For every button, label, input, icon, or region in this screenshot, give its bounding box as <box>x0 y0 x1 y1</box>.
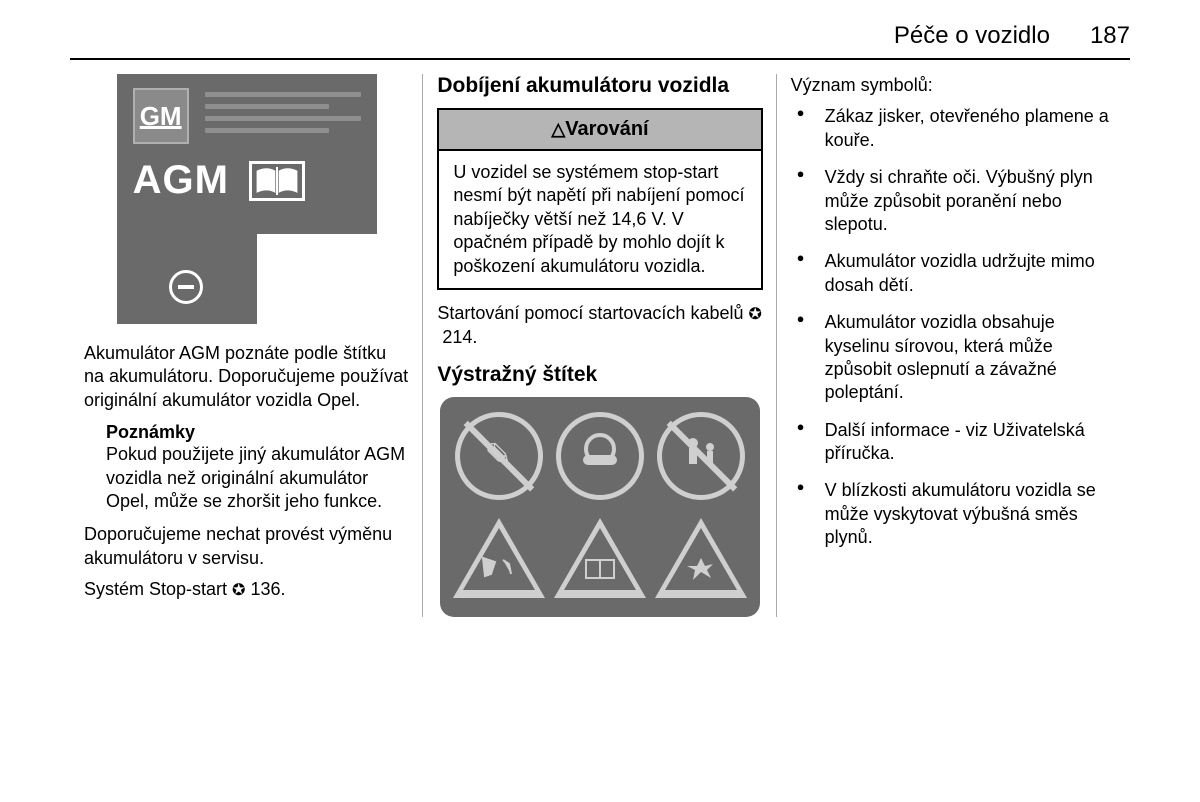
jumpstart-reference: Startování pomocí startovacích kabelů ✪ … <box>437 302 762 349</box>
symbols-intro: Význam symbolů: <box>791 74 1116 97</box>
symbol-meanings-list: Zákaz jisker, otevřeného plamene a kouře… <box>791 105 1116 549</box>
explosion-hazard-icon <box>655 518 747 598</box>
list-item: Vždy si chraňte oči. Výbušný plyn může z… <box>791 166 1116 236</box>
column-right: Význam symbolů: Zákaz jisker, otevřeného… <box>777 74 1130 617</box>
gm-logo-icon: GM <box>133 88 189 144</box>
agm-text: AGM <box>133 158 229 203</box>
stop-start-reference: Systém Stop-start ✪ 136. <box>84 578 409 602</box>
column-left: GM AGM Akumulátor AGM <box>70 74 423 617</box>
no-flame-icon: ✎ <box>455 412 543 500</box>
warning-body: U vozidel se systémem stop-start nesmí b… <box>439 151 760 288</box>
agm-description: Akumulátor AGM poznáte podle štítku na a… <box>84 342 409 412</box>
label-text-lines <box>205 88 361 140</box>
acid-hazard-icon <box>453 518 545 598</box>
service-recommendation: Doporučujeme nechat provést výměnu akumu… <box>84 523 409 570</box>
page-number: 187 <box>1090 22 1130 50</box>
page-header: Péče o vozidlo 187 <box>70 22 1130 60</box>
warning-header: △Varování <box>439 110 760 151</box>
hazard-label-heading: Výstražný štítek <box>437 363 762 387</box>
read-manual-icon <box>554 518 646 598</box>
list-item: Zákaz jisker, otevřeného plamene a kouře… <box>791 105 1116 152</box>
warning-box: △Varování U vozidel se systémem stop-sta… <box>437 108 762 290</box>
reference-arrow-icon: ✪ <box>749 305 762 326</box>
warning-triangle-icon: △ <box>551 119 565 140</box>
reference-arrow-icon: ✪ <box>232 581 245 602</box>
manual-book-icon <box>249 161 305 201</box>
note-block: Poznámky Pokud použijete jiný akumulátor… <box>84 422 409 513</box>
charging-heading: Dobíjení akumulátoru vozidla <box>437 74 762 98</box>
eye-protection-icon <box>556 412 644 500</box>
list-item: Akumulátor vozidla obsahuje kyselinu sír… <box>791 311 1116 405</box>
keep-from-children-icon <box>657 412 745 500</box>
section-title: Péče o vozidlo <box>894 22 1050 50</box>
list-item: V blízkosti akumulátoru vozidla se může … <box>791 479 1116 549</box>
hazard-warning-label: ✎ <box>440 397 760 617</box>
list-item: Další informace - viz Uživatelská příruč… <box>791 419 1116 466</box>
note-body: Pokud použijete jiný akumulátor AGM vozi… <box>106 443 409 513</box>
note-heading: Poznámky <box>106 422 409 443</box>
column-middle: Dobíjení akumulátoru vozidla △Varování U… <box>423 74 776 617</box>
negative-terminal-icon <box>169 270 203 304</box>
agm-battery-label: GM AGM <box>117 74 377 324</box>
list-item: Akumulátor vozidla udržujte mimo dosah d… <box>791 250 1116 297</box>
